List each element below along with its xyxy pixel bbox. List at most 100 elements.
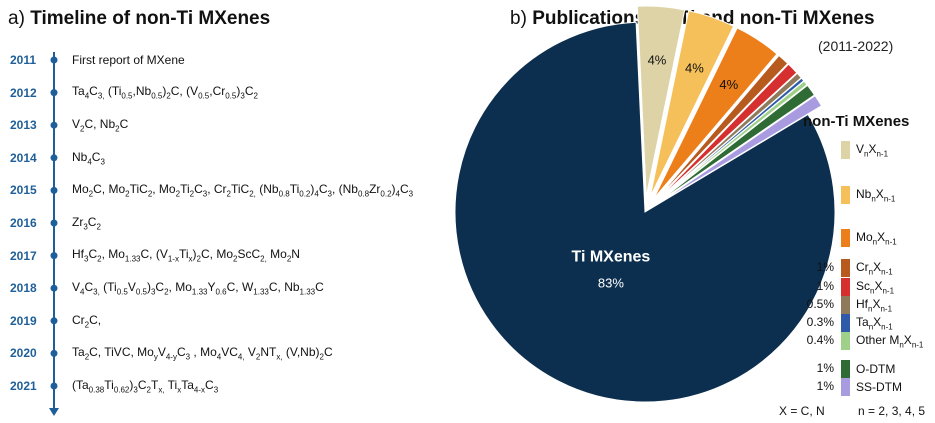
legend-percent: 1% [816,379,834,393]
pie-slice [657,80,808,203]
timeline-text: (Ta0.38Ti0.62)3C2Tx, TixTa4-xC3 [72,377,219,395]
legend-percent: 1% [816,279,834,293]
pie-value-label: 4% [685,60,704,75]
timeline-entry: 2014 Nb4C3 [0,148,105,168]
legend-percent: 1% [816,361,834,375]
legend-swatch [841,378,850,396]
timeline-entry: 2012 Ta4C3, (Ti0.5,Nb0.5)2C, (V0.5,Cr0.5)… [0,83,258,103]
timeline-entry: 2015 Mo2C, Mo2TiC2, Mo2Ti2C3, Cr2TiC2, (N… [0,180,413,200]
pie-value-label: 4% [719,77,738,92]
legend-item: SS-DTM [841,378,902,396]
timeline-dot [50,252,58,260]
timeline-dot [50,284,58,292]
legend-label: HfnXn-1 [856,296,893,314]
pie-slice [636,5,686,197]
timeline-year: 2018 [10,281,37,296]
panel-a-title-prefix: a) [8,8,31,29]
legend-item: ScnXn-1 [841,278,894,296]
legend-item: TanXn-1 [841,314,893,332]
timeline-text: V4C3, (Ti0.5V0.5)3C2, Mo1.33Y0.6C, W1.33… [72,279,324,297]
timeline-year: 2020 [10,346,37,361]
timeline-text: Mo2C, Mo2TiC2, Mo2Ti2C3, Cr2TiC2, (Nb0.8… [72,182,414,199]
timeline-entry: 2013 V2C, Nb2C [0,115,128,135]
legend-item: O-DTM [841,360,895,378]
timeline-year: 2015 [10,183,37,198]
timeline-year: 2019 [10,313,37,328]
legend-label: NbnXn-1 [856,186,896,204]
timeline-text: Ta4C3, (Ti0.5,Nb0.5)2C, (V0.5,Cr0.5)3C2 [72,84,258,101]
timeline-dot [50,219,58,227]
timeline-year: 2013 [10,118,37,133]
timeline-text: Ta2C, TiVC, MoyV4-yC3 , Mo4VC4, V2NTx, (… [72,345,333,362]
legend-swatch [841,259,850,277]
legend-item: VnXn-1 [841,141,888,159]
timeline-year: 2021 [10,379,37,393]
timeline-year: 2017 [10,248,37,263]
timeline-text: First report of MXene [72,53,185,67]
legend-label: CrnXn-1 [856,259,893,277]
footnote-x: X = C, N [779,404,825,418]
timeline-dot [50,382,58,390]
pie-label-ti-mxenes: Ti MXenes [571,249,650,266]
legend-label: MonXn-1 [856,229,897,247]
timeline-year: 2011 [10,53,37,67]
legend-percent: 0.4% [806,333,834,347]
pie-slice [656,63,798,202]
timeline-dot [50,89,58,97]
legend-percent: 1% [816,260,834,274]
panel-b-subtitle: (2011-2022) [818,38,894,54]
panel-a-title: a) Timeline of non-Ti MXenes [8,8,270,30]
timeline-entry: 2011 First report of MXene [0,50,185,70]
pie-slice-ti-mxenes [454,21,836,403]
timeline-text: V2C, Nb2C [72,116,129,134]
legend-percent: 0.3% [806,315,834,329]
legend-label: VnXn-1 [856,141,889,159]
timeline-year: 2012 [10,85,37,100]
timeline-entry: 2016 Zr3C2 [0,213,101,233]
pie-slice [655,54,789,201]
pie-slice [658,95,823,204]
timeline-text: Nb4C3 [72,149,105,166]
timeline-entry: 2021 (Ta0.38Ti0.62)3C2Tx, TixTa4-xC3 [0,376,218,396]
panel-a-title-text: Timeline of non-Ti MXenes [30,8,271,29]
legend-swatch [841,229,850,247]
legend-label: ScnXn-1 [856,278,895,296]
legend-label: Other MnXn-1 [856,332,924,350]
pie-slice [649,10,735,198]
legend-swatch [841,314,850,332]
panel-b-title-prefix: b) [510,8,533,29]
legend-swatch [841,141,850,159]
legend-item: NbnXn-1 [841,186,895,204]
timeline-entry: 2020 Ta2C, TiVC, MoyV4-yC3 , Mo4VC4, V2NT… [0,343,333,363]
legend-swatch [841,332,850,350]
legend-swatch [841,360,850,378]
legend-item: MonXn-1 [841,229,897,247]
legend-label: SS-DTM [856,380,902,394]
timeline-dot [50,186,58,194]
timeline-year: 2016 [10,216,37,230]
legend-swatch [841,186,850,204]
timeline-text: Hf3C2, Mo1.33C, (V1-xTix)2C, Mo2ScC2, Mo… [72,247,300,264]
timeline-arrow [49,408,59,416]
legend-swatch [841,296,850,314]
timeline-text: Zr3C2 [72,214,101,232]
legend-item: HfnXn-1 [841,296,892,314]
timeline-dot [50,154,58,162]
timeline-dot [50,121,58,129]
legend-percent: 0.5% [806,297,834,311]
timeline-entry: 2017 Hf3C2, Mo1.33C, (V1-xTix)2C, Mo2ScC2… [0,246,300,266]
legend-label: O-DTM [856,362,896,376]
timeline-text: Cr2C, [72,312,102,329]
timeline-dot [50,317,58,325]
timeline-dot [50,56,58,64]
footnote-n: n = 2, 3, 4, 5 [858,404,926,418]
timeline-entry: 2018 V4C3, (Ti0.5V0.5)3C2, Mo1.33Y0.6C, W… [0,278,324,298]
legend-label: TanXn-1 [856,314,893,332]
timeline-axis [49,52,59,416]
pie-value-label: 4% [648,53,667,68]
timeline-entry: 2019 Cr2C, [0,311,101,331]
timeline-dot [50,349,58,357]
legend-item: CrnXn-1 [841,259,893,277]
pie-slice [653,27,778,199]
